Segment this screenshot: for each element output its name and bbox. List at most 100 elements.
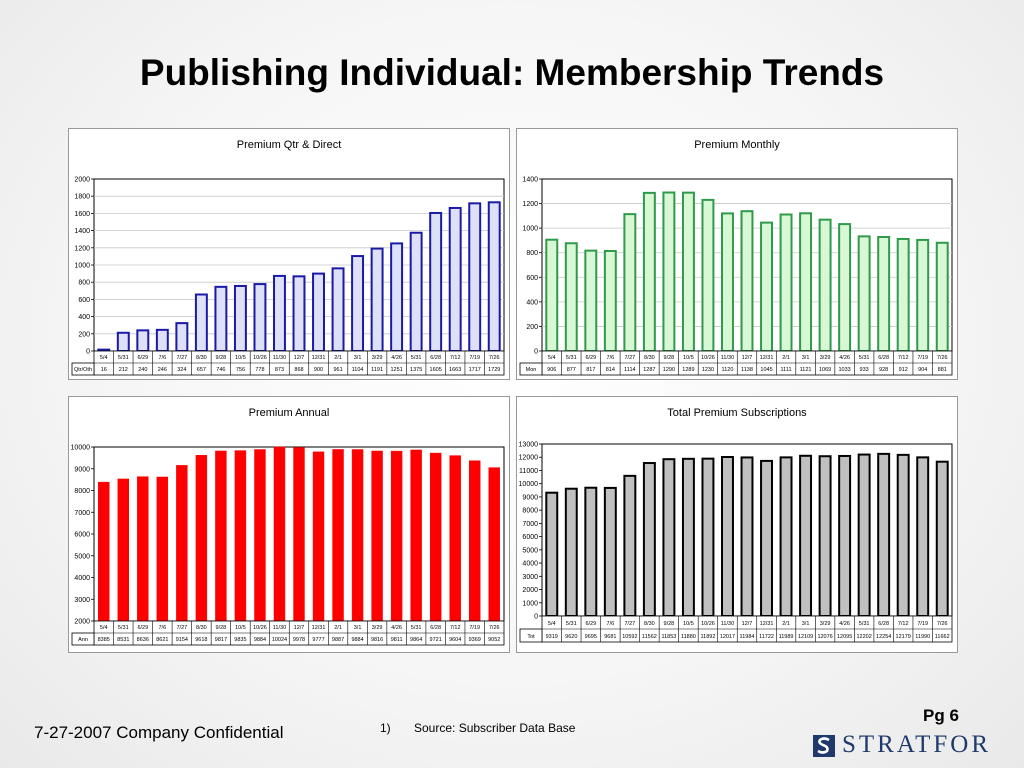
y-tick-label: 6000 <box>522 534 538 541</box>
bar <box>701 457 715 617</box>
bar <box>642 462 656 617</box>
data-label: 9777 <box>312 637 324 643</box>
data-label: 16 <box>101 367 107 373</box>
data-label: 1191 <box>371 367 383 373</box>
data-label: 928 <box>879 367 888 373</box>
bar <box>799 212 813 352</box>
footnote: 1) Source: Subscriber Data Base <box>380 721 575 735</box>
data-label: 9369 <box>469 637 481 643</box>
y-tick-label: 9000 <box>522 494 538 501</box>
chart-title: Premium Monthly <box>694 139 780 151</box>
footnote-text: Source: Subscriber Data Base <box>414 721 576 735</box>
data-label: 324 <box>177 367 186 373</box>
page-number: Pg 6 <box>923 706 959 725</box>
category-label: 12/31 <box>312 625 326 631</box>
data-label: 12017 <box>720 634 735 640</box>
category-label: 11/30 <box>721 355 734 361</box>
data-label: 1138 <box>741 367 753 373</box>
data-label: 1663 <box>449 367 461 373</box>
category-label: 3/1 <box>354 625 362 631</box>
category-label: 6/29 <box>137 625 148 631</box>
chart-premium-monthly: Premium Monthly 0 200 400 600 800 1000 1200 1400… <box>516 128 958 380</box>
data-label: 1290 <box>663 367 675 373</box>
data-label: 212 <box>119 367 128 373</box>
bar <box>603 486 617 618</box>
data-label: 9817 <box>215 637 227 643</box>
bar <box>292 275 306 353</box>
data-label: 11990 <box>915 634 930 640</box>
data-label: 12179 <box>896 634 911 640</box>
bar <box>662 191 676 353</box>
bar <box>116 331 130 353</box>
bar <box>214 285 228 352</box>
bar <box>916 238 930 352</box>
y-tick-label: 9000 <box>74 466 90 473</box>
data-label: 1729 <box>488 367 500 373</box>
category-label: 3/29 <box>820 621 831 627</box>
y-tick-label: 1200 <box>522 201 538 208</box>
y-tick-label: 0 <box>534 614 538 621</box>
data-label: 9604 <box>449 637 461 643</box>
category-label: 2/1 <box>782 355 790 361</box>
data-label: 11853 <box>661 634 676 640</box>
data-label: 1120 <box>722 367 734 373</box>
bar <box>233 284 247 352</box>
bar <box>254 449 266 622</box>
data-label: 8385 <box>98 637 110 643</box>
bar <box>642 191 656 352</box>
bar <box>448 206 462 353</box>
row-label-cell <box>71 362 95 376</box>
y-tick-label: 1400 <box>74 228 90 235</box>
data-label: 746 <box>216 367 225 373</box>
category-label: 7/19 <box>917 621 928 627</box>
bar <box>584 486 598 617</box>
category-label: 8/30 <box>644 621 655 627</box>
category-label: 10/26 <box>253 625 267 631</box>
category-label: 6/28 <box>878 355 889 361</box>
bar <box>857 453 871 618</box>
bar <box>273 446 286 622</box>
bar <box>487 201 501 352</box>
y-tick-label: 5000 <box>74 553 90 560</box>
data-label: 1104 <box>352 367 364 373</box>
bar <box>429 452 442 622</box>
chart-title: Premium Qtr & Direct <box>237 139 342 151</box>
data-label: 246 <box>158 367 167 373</box>
bar <box>468 202 482 352</box>
bar <box>584 249 598 352</box>
category-label: 5/31 <box>859 355 870 361</box>
category-label: 4/26 <box>391 625 402 631</box>
y-tick-label: 1000 <box>74 263 90 270</box>
row-label: Qtr/Oth <box>74 367 92 373</box>
data-label: 12254 <box>876 634 891 640</box>
row-label-cell <box>519 628 543 643</box>
category-label: 9/28 <box>216 625 227 631</box>
category-label: 5/31 <box>566 355 577 361</box>
category-label: 7/27 <box>624 621 635 627</box>
data-label: 12095 <box>837 634 852 640</box>
data-label: 900 <box>314 367 323 373</box>
category-label: 5/4 <box>548 355 556 361</box>
data-label: 817 <box>586 367 595 373</box>
category-label: 3/29 <box>820 355 831 361</box>
category-label: 5/31 <box>411 625 422 631</box>
data-label: 8531 <box>117 637 129 643</box>
row-label: Mon <box>526 367 537 373</box>
bar <box>545 238 559 352</box>
chart-total-premium-subscriptions: Total Premium Subscriptions 0 1000 2000 3000… <box>516 396 958 653</box>
category-label: 7/26 <box>489 355 500 361</box>
data-label: 1033 <box>838 367 850 373</box>
bar <box>194 293 208 352</box>
bar <box>877 235 891 352</box>
y-tick-label: 11000 <box>519 468 538 475</box>
data-label: 240 <box>138 367 147 373</box>
bar <box>390 242 404 352</box>
y-tick-label: 6000 <box>74 532 90 539</box>
bar <box>681 457 695 617</box>
category-label: 10/5 <box>235 355 246 361</box>
y-tick-label: 200 <box>526 324 538 331</box>
data-label: 9887 <box>332 637 344 643</box>
category-label: 12/31 <box>312 355 326 361</box>
bar <box>818 455 832 617</box>
bar <box>623 213 637 352</box>
